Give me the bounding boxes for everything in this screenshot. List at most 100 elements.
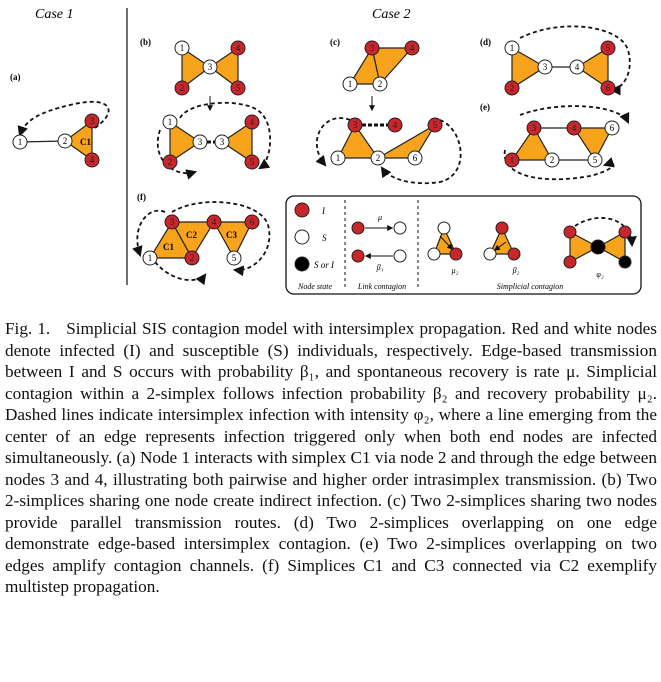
simplex-left [181, 46, 212, 90]
node-2-label: 2 [190, 253, 195, 263]
node-5-label: 5 [606, 43, 611, 53]
legend-susceptible-label: S [322, 233, 327, 243]
panel-e-label: (e) [480, 102, 490, 112]
simplex-right-after [220, 120, 253, 164]
legend-beta2-node-left [483, 247, 497, 261]
node-3 [364, 40, 380, 56]
node-5-label: 5 [593, 155, 598, 165]
simplex-c1 [63, 119, 93, 162]
legend-node-state-title: Node state [297, 282, 332, 291]
figure-diagram: Case 1 Case 2 (a) 1 2 3 4 C1 (b) 1 2 3 4… [10, 7, 642, 295]
panel-a: (a) 1 2 3 4 C1 [10, 72, 110, 168]
node-1-label: 1 [168, 117, 173, 127]
node-2-label: 2 [180, 83, 185, 93]
node-5-label: 5 [433, 120, 438, 130]
simplex-left-after [169, 120, 202, 164]
node-5 [244, 154, 260, 170]
node-4-label: 4 [250, 117, 255, 127]
node-5-label: 5 [236, 83, 241, 93]
node-1-label: 1 [348, 79, 353, 89]
case2-label: Case 2 [372, 7, 411, 22]
node-3 [202, 59, 218, 75]
legend-beta2-label: β₂ [512, 266, 520, 275]
legend-infected-label: I [321, 206, 326, 216]
node-1-label: 1 [336, 153, 341, 163]
legend-phi2-simplex-left [569, 230, 600, 264]
legend-mu2-node-top [437, 221, 451, 235]
node-5 [230, 80, 246, 96]
node-3-label: 3 [353, 120, 358, 130]
legend: I S S or I Node state μ β₁ Link contagio… [285, 195, 642, 295]
node-6-label: 6 [606, 83, 611, 93]
simplex-label-c1: C1 [163, 242, 174, 252]
simplex-label-c3: C3 [226, 230, 237, 240]
node-3 [164, 214, 180, 230]
panel-f: (f) 1 2 3 4 5 6 C1 C2 C3 [132, 192, 271, 286]
legend-beta1-node-s [393, 249, 407, 263]
legend-mu2-node-right [449, 247, 463, 261]
node-6-label: 6 [250, 217, 255, 227]
panel-b: (b) 1 2 3 4 5 1 2 3 3 4 5 [140, 37, 272, 180]
legend-beta2-arrow [494, 241, 507, 251]
legend-phi2-label: φ₂ [596, 270, 603, 279]
node-2 [184, 250, 200, 266]
node-5 [427, 117, 443, 133]
node-1-label: 1 [18, 137, 23, 147]
node-1 [504, 40, 520, 56]
node-4-label: 4 [236, 43, 241, 53]
caption-label: Fig. 1. [5, 319, 51, 338]
node-2-label: 2 [378, 79, 383, 89]
node-1-label: 1 [180, 43, 185, 53]
legend-phi2-node-2 [563, 255, 577, 269]
legend-either-node [294, 256, 310, 272]
legend-beta2-node-top [495, 221, 509, 235]
panel-d-label: (d) [480, 37, 491, 47]
node-6 [600, 80, 616, 96]
node-2 [162, 154, 178, 170]
legend-phi2-simplex-right [596, 230, 626, 264]
panel-c: (c) 1 2 3 4 1 2 3 4 5 6 [315, 37, 462, 185]
node-5-label: 5 [250, 157, 255, 167]
node-6-label: 6 [413, 153, 418, 163]
node-1-label: 1 [510, 155, 515, 165]
node-6 [244, 214, 260, 230]
node-3 [526, 120, 542, 136]
node-3 [537, 59, 553, 75]
node-5-label: 5 [232, 253, 237, 263]
legend-mu2-arrow [439, 235, 453, 250]
dashed-infection-path [171, 201, 271, 277]
panel-a-label: (a) [10, 72, 21, 82]
node-3b-label: 3 [220, 137, 225, 147]
dashed-infection-path [380, 119, 462, 185]
figure-caption: Fig. 1. Simplicial SIS contagion model wi… [5, 318, 657, 598]
panel-f-label: (f) [137, 192, 146, 202]
simplex-bottom [348, 46, 381, 85]
node-4-label: 4 [575, 62, 580, 72]
simplex-right [572, 127, 613, 162]
edge-1-2 [19, 140, 66, 143]
legend-beta1-node-i [351, 249, 365, 263]
node-3-label: 3 [370, 43, 375, 53]
node-4 [387, 117, 403, 133]
node-6-label: 6 [610, 123, 615, 133]
node-2-label: 2 [168, 157, 173, 167]
node-1-label: 1 [510, 43, 515, 53]
node-3-label: 3 [532, 123, 537, 133]
node-1 [330, 150, 346, 166]
legend-susceptible-node [294, 229, 310, 245]
dashed-infection-path [154, 261, 207, 286]
node-2 [370, 150, 386, 166]
node-6 [407, 150, 423, 166]
dashed-infection-path [17, 100, 110, 138]
node-4 [404, 40, 420, 56]
node-1-label: 1 [148, 253, 153, 263]
node-1 [504, 152, 520, 168]
node-2 [544, 152, 560, 168]
node-3 [347, 117, 363, 133]
node-4-label: 4 [393, 120, 398, 130]
node-3 [84, 113, 100, 129]
legend-phi2-node-3 [618, 225, 632, 239]
simplex-left [511, 46, 547, 90]
legend-beta1-label: β₁ [376, 263, 384, 272]
simplex-c3 [212, 221, 253, 260]
